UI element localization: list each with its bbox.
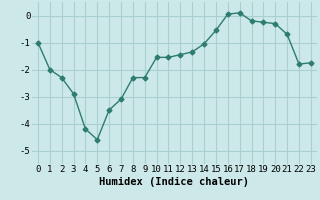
X-axis label: Humidex (Indice chaleur): Humidex (Indice chaleur) (100, 177, 249, 187)
